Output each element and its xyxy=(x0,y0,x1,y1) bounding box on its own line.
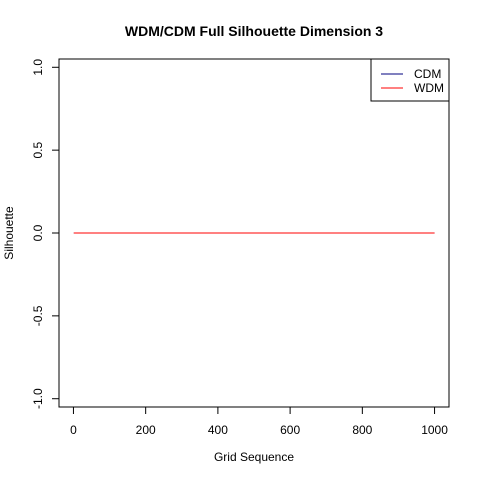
legend-box xyxy=(370,58,450,102)
y-tick-label: -0.5 xyxy=(31,305,45,326)
x-tick-label: 600 xyxy=(280,423,300,437)
chart-title: WDM/CDM Full Silhouette Dimension 3 xyxy=(125,23,383,39)
x-tick-label: 0 xyxy=(70,423,77,437)
y-tick-label: 0.5 xyxy=(31,141,45,158)
x-tick-label: 800 xyxy=(352,423,372,437)
x-tick-label: 1000 xyxy=(421,423,448,437)
y-axis-label: Silhouette xyxy=(2,206,16,260)
y-tick-label: 0.0 xyxy=(31,224,45,241)
x-axis-label: Grid Sequence xyxy=(214,450,294,464)
y-tick-label: 1.0 xyxy=(31,59,45,76)
x-axis: 0 200 400 600 800 1000 xyxy=(70,407,448,437)
x-tick-label: 400 xyxy=(208,423,228,437)
legend-label-cdm: CDM xyxy=(414,67,441,81)
y-axis: -1.0 -0.5 0.0 0.5 1.0 xyxy=(31,59,59,409)
legend-label-wdm: WDM xyxy=(414,81,444,95)
x-tick-label: 200 xyxy=(136,423,156,437)
y-tick-label: -1.0 xyxy=(31,388,45,409)
